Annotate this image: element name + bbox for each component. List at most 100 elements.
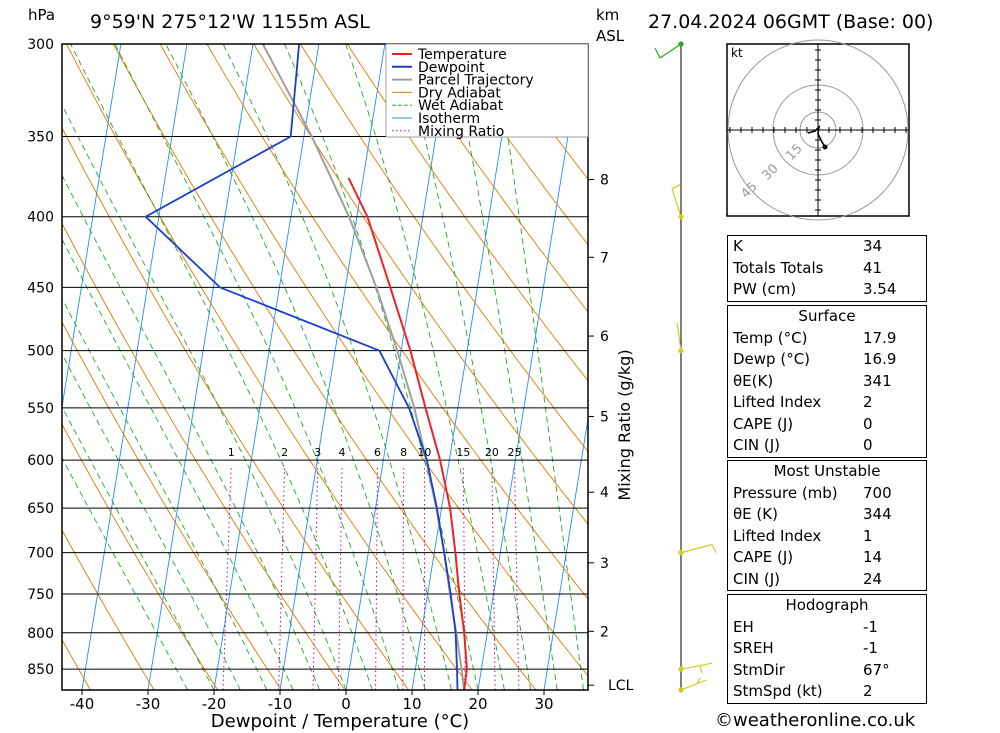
most-unstable-title: Most Unstable [773, 462, 881, 480]
pressure-unit-label: hPa [28, 6, 55, 24]
temperature-tick-label: 30 [534, 695, 553, 713]
wind-barb-segment [676, 322, 682, 351]
k-value: 34 [863, 237, 883, 255]
surface-cin-value: 0 [863, 436, 873, 454]
height-tick-label: 8 [600, 173, 609, 189]
wet-adiabat-line [345, 44, 505, 690]
pw-value: 3.54 [863, 280, 897, 298]
wet-adiabat-line [165, 44, 426, 690]
mu-pressure-label: Pressure (mb) [733, 483, 838, 502]
wet-adiabat-line [62, 174, 321, 690]
mu-cin-value: 24 [863, 569, 883, 588]
temperature-tick-label: 20 [468, 695, 487, 713]
mixing-ratio-line [402, 466, 405, 690]
mixing-ratio-line [337, 466, 343, 690]
k-label: K [733, 237, 743, 255]
mu-cape-label: CAPE (J) [733, 548, 794, 566]
dry-adiabat-line [440, 44, 588, 246]
height-tick-label: LCL [608, 678, 634, 694]
wind-barb-segment [654, 47, 661, 59]
pressure-tick-label: 850 [27, 662, 54, 678]
copyright-footer[interactable]: ©weatheronline.co.uk [715, 710, 916, 731]
mu-cape-value: 14 [863, 548, 883, 566]
dry-adiabat-line [0, 44, 27, 690]
location-title: 9°59'N 275°12'W 1155m ASL [90, 11, 370, 33]
dry-adiabat-line [393, 44, 588, 313]
legend-entry: Mixing Ratio [418, 124, 504, 140]
dry-adiabat-line [206, 44, 588, 600]
wind-barb-segment [659, 43, 682, 59]
wind-barb [654, 43, 682, 59]
parcel-trajectory-line [261, 44, 466, 690]
wet-adiabat-line [400, 44, 532, 690]
wet-adiabat-line [222, 44, 453, 690]
totals-totals-value: 41 [863, 258, 883, 277]
height-tick-label: 6 [600, 329, 609, 345]
wind-barb [680, 677, 707, 691]
surface-cape-label: CAPE (J) [733, 414, 794, 433]
wind-barb-segment [696, 677, 701, 685]
surface-theta-label: θE(K) [733, 371, 774, 390]
wet-adiabat-line [450, 44, 558, 690]
totals-totals-label: Totals Totals [733, 258, 824, 277]
mixing-ratio-label: 3 [314, 446, 321, 459]
temperature-tick-label: 10 [402, 695, 421, 713]
wind-barb-segment [680, 544, 713, 554]
isotherm-line [543, 416, 588, 690]
hodograph-params-table: Hodograph EH -1 SREH -1 StmDir 67° StmSpd (… [727, 594, 927, 704]
wet-adiabat-line [62, 297, 268, 690]
sreh-value: -1 [863, 639, 878, 657]
wet-adiabat-line [62, 405, 215, 690]
wet-adiabat-line [70, 44, 373, 690]
pressure-tick-label: 500 [27, 344, 54, 360]
mixing-ratio-label: 6 [374, 446, 381, 459]
wind-barb-segment [680, 679, 707, 691]
surface-title: Surface [798, 307, 856, 325]
dry-adiabat-line [159, 44, 588, 677]
wind-barb-segment [680, 662, 713, 670]
surface-li-label: Lifted Index [733, 393, 822, 411]
wind-barb [671, 184, 682, 217]
mu-theta-label: θE (K) [733, 505, 778, 523]
indices-table: K 34 Totals Totals 41 PW (cm) 3.54 [727, 235, 927, 302]
height-tick-label: 3 [600, 556, 609, 572]
surface-table: Surface Temp (°C) 17.9 Dewp (°C) 16.9 θE(K… [727, 305, 927, 458]
dry-adiabat-line [62, 529, 155, 690]
dry-adiabat-line [62, 423, 219, 690]
surface-dewp-label: Dewp (°C) [733, 350, 811, 368]
sreh-label: SREH [733, 639, 774, 657]
pressure-tick-label: 400 [27, 210, 54, 226]
pressure-tick-label: 600 [27, 453, 54, 469]
temperature-tick-label: -30 [136, 695, 161, 713]
most-unstable-table: Most Unstable Pressure (mb) 700 θE (K) 344… [727, 460, 927, 591]
isotherm-line [345, 44, 452, 690]
pressure-tick-label: 650 [27, 501, 54, 517]
height-tick-label: 4 [600, 485, 609, 501]
mixing-ratio-line [491, 466, 496, 690]
mixing-ratio-label: 15 [456, 446, 470, 459]
isotherm-line [477, 44, 584, 690]
wet-adiabat-line [114, 44, 400, 690]
pressure-tick-label: 750 [27, 587, 54, 603]
wind-barb-segment [671, 184, 681, 190]
temperature-tick-label: -40 [70, 695, 95, 713]
mixing-ratio-line [312, 466, 319, 690]
x-axis-label: Dewpoint / Temperature (°C) [211, 711, 469, 732]
mixing-ratio-label: 10 [417, 446, 431, 459]
isotherm-line [147, 44, 254, 690]
dry-adiabat-line [113, 44, 537, 690]
legend-entry: Wet Adiabat [418, 98, 504, 114]
wet-adiabat-line [493, 44, 585, 690]
wind-barb [680, 662, 713, 674]
plot-frame [61, 43, 589, 691]
mixing-ratio-label: 8 [400, 446, 407, 459]
mu-li-label: Lifted Index [733, 526, 822, 545]
mixing-ratio-line [278, 466, 286, 690]
mixing-ratio-label: 25 [507, 446, 521, 459]
legend-entry: Isotherm [418, 111, 480, 127]
stmspd-value: 2 [863, 682, 873, 700]
dewpoint-line [144, 44, 459, 690]
height-tick-label: 7 [600, 250, 609, 266]
